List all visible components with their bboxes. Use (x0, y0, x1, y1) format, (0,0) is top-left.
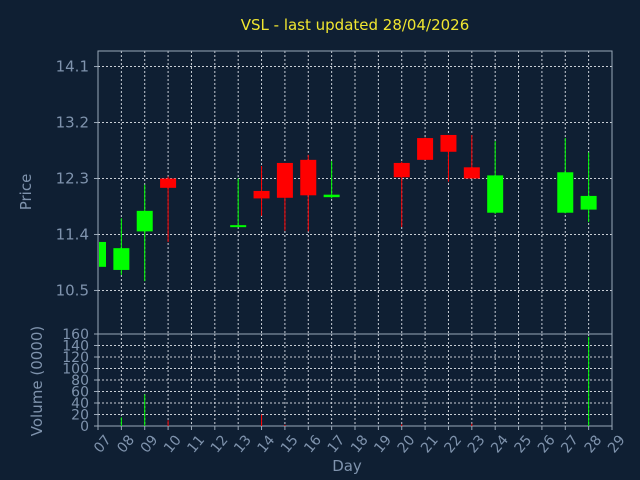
price-axis-ticks: 14.1 13.2 12.3 11.4 10.5 (56, 58, 98, 299)
price-tick-label: 11.4 (56, 225, 89, 243)
x-tick-label: 26 (535, 432, 559, 456)
x-tick-label: 15 (278, 432, 302, 456)
volume-tick-label: 100 (62, 362, 89, 378)
candle-body (160, 178, 177, 188)
x-tick-label: 16 (301, 432, 325, 456)
x-tick-label: 18 (348, 432, 372, 456)
x-tick-label: 07 (91, 432, 115, 456)
candle-body (463, 167, 480, 179)
volume-tick-label: 40 (71, 396, 89, 412)
candle-body (276, 162, 293, 198)
volume-gridlines (98, 334, 612, 426)
x-tick-label: 13 (231, 432, 255, 456)
volume-tick-label: 120 (62, 350, 89, 366)
x-tick-label: 11 (184, 432, 208, 456)
x-tick-label: 24 (488, 432, 512, 456)
x-tick-label: 20 (395, 432, 419, 456)
price-tick-label: 14.1 (56, 58, 89, 76)
candle-body (393, 162, 410, 178)
x-tick-label: 29 (605, 432, 629, 456)
chart-title: VSL - last updated 28/04/2026 (241, 16, 470, 34)
x-tick-label: 22 (441, 432, 465, 456)
volume-tick-label: 160 (62, 327, 89, 343)
candle-body (136, 210, 153, 232)
candle-body (417, 138, 434, 160)
x-tick-label: 25 (512, 432, 536, 456)
x-tick-label: 21 (418, 432, 442, 456)
x-axis-label: Day (332, 457, 362, 475)
candle-body (323, 194, 340, 198)
x-tick-label: 23 (465, 432, 489, 456)
x-tick-label: 12 (208, 432, 232, 456)
candle-body (487, 175, 504, 213)
x-tick-label: 17 (325, 432, 349, 456)
x-tick-label: 28 (582, 432, 606, 456)
x-axis-ticks: 07 08 09 10 11 12 13 14 15 16 17 18 19 20 21 22 23 24 25 26… (91, 426, 629, 456)
price-tick-label: 10.5 (56, 281, 89, 299)
x-tick-label: 14 (255, 432, 279, 456)
candle-body (99, 241, 106, 267)
candle-body (230, 225, 247, 228)
candle-body (440, 134, 457, 152)
candle-body (113, 248, 130, 270)
candlestick-series (99, 134, 597, 282)
candle-body (557, 172, 574, 213)
volume-tick-label: 0 (80, 419, 89, 435)
x-tick-label: 09 (138, 432, 162, 456)
volume-series (120, 336, 590, 426)
x-tick-label: 08 (114, 432, 138, 456)
price-tick-label: 13.2 (56, 114, 89, 132)
x-tick-label: 27 (558, 432, 582, 456)
price-axis-label: Price (17, 174, 35, 211)
x-tick-label: 10 (161, 432, 185, 456)
price-tick-label: 12.3 (56, 170, 89, 188)
volume-tick-label: 20 (71, 408, 89, 424)
candle-body (253, 190, 270, 199)
volume-tick-label: 140 (62, 339, 89, 355)
volume-axis-label: Volume (0000) (28, 326, 46, 436)
x-tick-label: 19 (371, 432, 395, 456)
candle-body (300, 159, 317, 196)
volume-tick-label: 60 (71, 385, 89, 401)
candle-body (580, 195, 597, 210)
price-gridlines (98, 51, 612, 334)
volume-tick-label: 80 (71, 373, 89, 389)
